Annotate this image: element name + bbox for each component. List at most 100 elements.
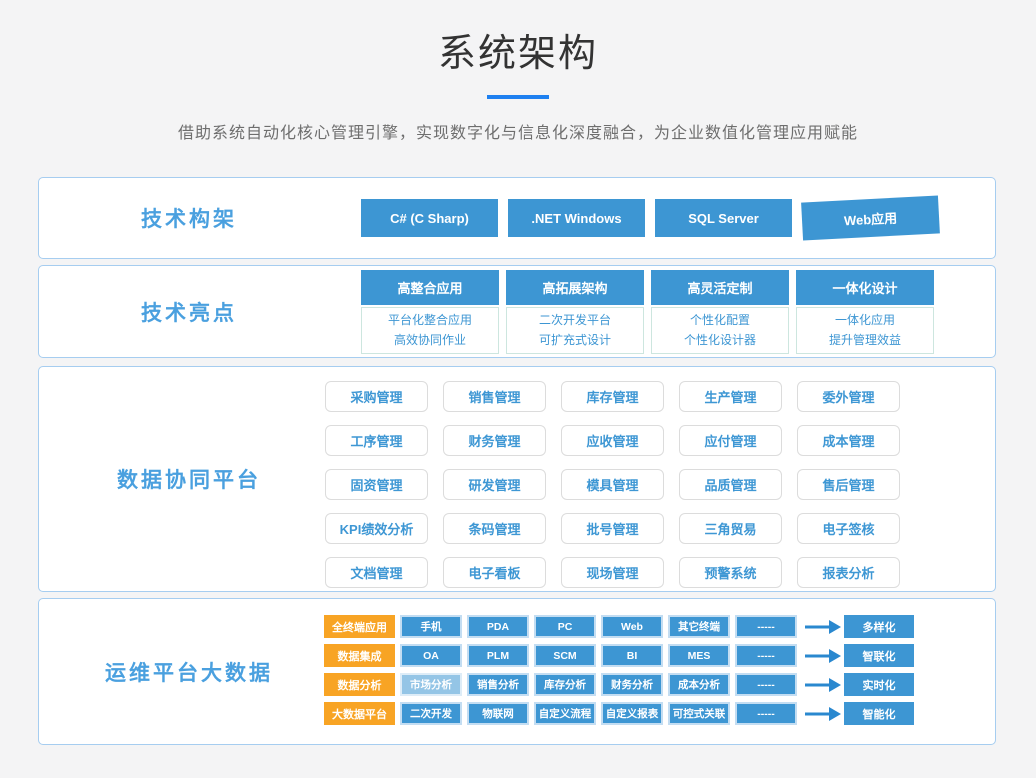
bigdata-item-sales-analysis[interactable]: 销售分析 — [467, 673, 529, 696]
module-chip-fixed-assets[interactable]: 固资管理 — [325, 469, 428, 500]
module-chip-finance[interactable]: 财务管理 — [443, 425, 546, 456]
module-chip-quality[interactable]: 品质管理 — [679, 469, 782, 500]
bigdata-item-pda[interactable]: PDA — [467, 615, 529, 638]
highlight-card-line: 高效协同作业 — [393, 333, 466, 347]
bigdata-item-pc[interactable]: PC — [534, 615, 596, 638]
bigdata-row-platform: 大数据平台 二次开发 物联网 自定义流程 自定义报表 可控式关联 ----- 智… — [324, 702, 914, 725]
highlight-card-line: 平台化整合应用 — [387, 313, 472, 327]
highlights-panel: 技术亮点 高整合应用 平台化整合应用 高效协同作业 高拓展架构 二次开发平台 可… — [38, 265, 996, 358]
bigdata-item-more[interactable]: ----- — [735, 702, 797, 725]
module-chip-sales[interactable]: 销售管理 — [443, 381, 546, 412]
bigdata-item-inventory-analysis[interactable]: 库存分析 — [534, 673, 596, 696]
module-chip-aftersales[interactable]: 售后管理 — [797, 469, 900, 500]
bigdata-item-custom-report[interactable]: 自定义报表 — [601, 702, 663, 725]
right-arrow-icon — [805, 648, 841, 663]
bigdata-item-plm[interactable]: PLM — [467, 644, 529, 667]
highlight-card-title: 高灵活定制 — [651, 269, 789, 305]
platform-panel: 数据协同平台 采购管理 销售管理 库存管理 生产管理 委外管理 工序管理 财务管… — [38, 366, 996, 592]
highlight-card-body: 个性化配置 个性化设计器 — [651, 306, 789, 354]
module-chip-outsourcing[interactable]: 委外管理 — [797, 381, 900, 412]
highlight-card-line: 一体化应用 — [834, 313, 895, 327]
highlight-card-unified: 一体化设计 一体化应用 提升管理效益 — [796, 269, 934, 354]
platform-label: 数据协同平台 — [117, 469, 261, 492]
tech-stack-button-csharp[interactable]: C# (C Sharp) — [361, 199, 498, 237]
highlight-card-body: 一体化应用 提升管理效益 — [796, 306, 934, 354]
bigdata-row-analytics: 数据分析 市场分析 销售分析 库存分析 财务分析 成本分析 ----- 实时化 — [324, 673, 914, 696]
tech-stack-button-web[interactable]: Web应用 — [801, 195, 940, 241]
bigdata-result-intelligent: 智能化 — [844, 702, 914, 725]
bigdata-category-badge: 数据分析 — [324, 673, 395, 696]
bigdata-item-oa[interactable]: OA — [400, 644, 462, 667]
tech-stack-panel: 技术构架 C# (C Sharp) .NET Windows SQL Serve… — [38, 177, 996, 259]
module-chip-shopfloor[interactable]: 现场管理 — [561, 557, 664, 588]
module-chip-kpi[interactable]: KPI绩效分析 — [325, 513, 428, 544]
highlight-card-body: 二次开发平台 可扩充式设计 — [506, 306, 644, 354]
bigdata-item-market-analysis[interactable]: 市场分析 — [400, 673, 462, 696]
bigdata-label: 运维平台大数据 — [105, 661, 273, 685]
module-chip-triangle-trade[interactable]: 三角贸易 — [679, 513, 782, 544]
bigdata-row-integration: 数据集成 OA PLM SCM BI MES ----- 智联化 — [324, 644, 914, 667]
bigdata-panel: 运维平台大数据 全终端应用 手机 PDA PC Web 其它终端 ----- 多… — [38, 598, 996, 745]
highlight-card-title: 一体化设计 — [796, 269, 934, 305]
bigdata-result-diversified: 多样化 — [844, 615, 914, 638]
module-chip-kanban[interactable]: 电子看板 — [443, 557, 546, 588]
module-chip-reports[interactable]: 报表分析 — [797, 557, 900, 588]
bigdata-item-bi[interactable]: BI — [601, 644, 663, 667]
module-chip-inventory[interactable]: 库存管理 — [561, 381, 664, 412]
bigdata-item-cost-analysis[interactable]: 成本分析 — [668, 673, 730, 696]
module-chip-receivables[interactable]: 应收管理 — [561, 425, 664, 456]
platform-modules-grid: 采购管理 销售管理 库存管理 生产管理 委外管理 工序管理 财务管理 应收管理 … — [325, 381, 900, 588]
highlight-card-title: 高整合应用 — [361, 269, 499, 305]
bigdata-item-iot[interactable]: 物联网 — [467, 702, 529, 725]
bigdata-result-realtime: 实时化 — [844, 673, 914, 696]
module-chip-alerts[interactable]: 预警系统 — [679, 557, 782, 588]
bigdata-item-mes[interactable]: MES — [668, 644, 730, 667]
bigdata-item-custom-flow[interactable]: 自定义流程 — [534, 702, 596, 725]
bigdata-item-finance-analysis[interactable]: 财务分析 — [601, 673, 663, 696]
bigdata-item-more[interactable]: ----- — [735, 644, 797, 667]
module-chip-mold[interactable]: 模具管理 — [561, 469, 664, 500]
bigdata-row-terminals: 全终端应用 手机 PDA PC Web 其它终端 ----- 多样化 — [324, 615, 914, 638]
module-chip-documents[interactable]: 文档管理 — [325, 557, 428, 588]
highlight-card-line: 提升管理效益 — [828, 333, 901, 347]
right-arrow-icon — [805, 677, 841, 692]
module-chip-purchasing[interactable]: 采购管理 — [325, 381, 428, 412]
bigdata-item-web[interactable]: Web — [601, 615, 663, 638]
highlight-card-title: 高拓展架构 — [506, 269, 644, 305]
title-underline-divider — [487, 95, 549, 99]
highlight-cards-row: 高整合应用 平台化整合应用 高效协同作业 高拓展架构 二次开发平台 可扩充式设计… — [323, 266, 985, 357]
bigdata-item-other-terminal[interactable]: 其它终端 — [668, 615, 730, 638]
bigdata-category-badge: 大数据平台 — [324, 702, 395, 725]
module-chip-barcode[interactable]: 条码管理 — [443, 513, 546, 544]
highlight-card-line: 可扩充式设计 — [538, 333, 611, 347]
tech-stack-row: C# (C Sharp) .NET Windows SQL Server Web… — [323, 178, 985, 258]
page-subtitle: 借助系统自动化核心管理引擎，实现数字化与信息化深度融合，为企业数值化管理应用赋能 — [177, 125, 858, 142]
highlight-card-body: 平台化整合应用 高效协同作业 — [361, 306, 499, 354]
highlight-card-line: 个性化设计器 — [683, 333, 756, 347]
bigdata-result-interconnected: 智联化 — [844, 644, 914, 667]
bigdata-item-more[interactable]: ----- — [735, 615, 797, 638]
bigdata-item-secondary-dev[interactable]: 二次开发 — [400, 702, 462, 725]
highlight-card-line: 个性化配置 — [689, 313, 750, 327]
module-chip-esign[interactable]: 电子签核 — [797, 513, 900, 544]
bigdata-item-controlled-link[interactable]: 可控式关联 — [668, 702, 730, 725]
highlight-card-flexibility: 高灵活定制 个性化配置 个性化设计器 — [651, 269, 789, 354]
module-chip-payables[interactable]: 应付管理 — [679, 425, 782, 456]
module-chip-production[interactable]: 生产管理 — [679, 381, 782, 412]
tech-stack-button-dotnet[interactable]: .NET Windows — [508, 199, 645, 237]
bigdata-item-mobile[interactable]: 手机 — [400, 615, 462, 638]
right-arrow-icon — [805, 619, 841, 634]
bigdata-item-more[interactable]: ----- — [735, 673, 797, 696]
tech-stack-button-sqlserver[interactable]: SQL Server — [655, 199, 792, 237]
module-chip-rnd[interactable]: 研发管理 — [443, 469, 546, 500]
highlight-card-integration: 高整合应用 平台化整合应用 高效协同作业 — [361, 269, 499, 354]
bigdata-category-badge: 全终端应用 — [324, 615, 395, 638]
tech-stack-label: 技术构架 — [141, 208, 237, 231]
bigdata-category-badge: 数据集成 — [324, 644, 395, 667]
module-chip-lot[interactable]: 批号管理 — [561, 513, 664, 544]
module-chip-cost[interactable]: 成本管理 — [797, 425, 900, 456]
bigdata-item-scm[interactable]: SCM — [534, 644, 596, 667]
module-chip-process[interactable]: 工序管理 — [325, 425, 428, 456]
page-title: 系统架构 — [437, 33, 598, 75]
